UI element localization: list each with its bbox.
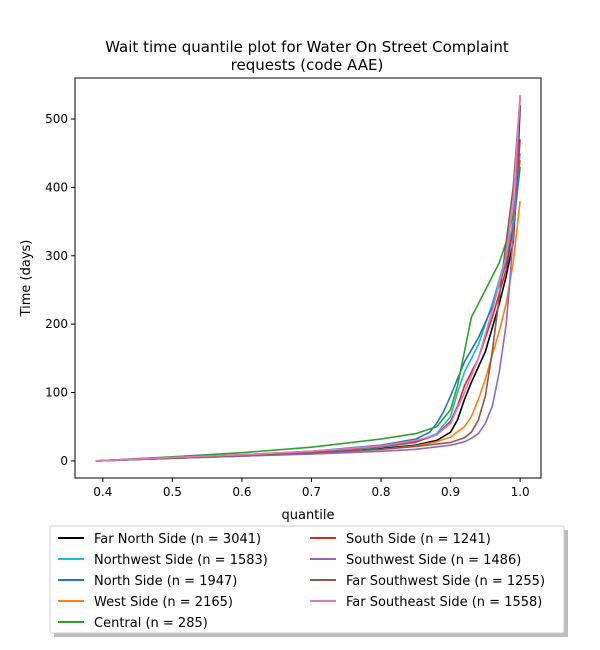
legend-label: South Side (n = 1241): [346, 532, 491, 547]
x-tick-label: 0.9: [441, 485, 460, 499]
y-axis-label: Time (days): [19, 240, 34, 318]
legend-label: Central (n = 285): [94, 616, 208, 631]
y-tick-label: 400: [45, 180, 68, 194]
legend-label: Northwest Side (n = 1583): [94, 553, 268, 568]
plot-lines: [95, 95, 521, 462]
y-tick-label: 500: [45, 112, 68, 126]
x-tick-label: 0.8: [371, 485, 390, 499]
legend-label: Far North Side (n = 3041): [94, 532, 261, 547]
series-line-6: [95, 95, 521, 462]
legend-label: Southwest Side (n = 1486): [346, 553, 521, 568]
x-tick-label: 0.6: [232, 485, 251, 499]
chart-title-line-2: requests (code AAE): [231, 56, 384, 74]
chart-title-line-1: Wait time quantile plot for Water On Str…: [105, 38, 509, 56]
legend-label: North Side (n = 1947): [94, 574, 237, 589]
legend-label: Far Southwest Side (n = 1255): [346, 574, 545, 589]
legend-label: West Side (n = 2165): [94, 595, 233, 610]
x-axis-ticks: 0.4 0.5 0.6 0.7 0.8 0.9 1.0: [93, 478, 530, 499]
y-tick-label: 200: [45, 317, 68, 331]
x-axis-label: quantile: [281, 508, 334, 523]
y-tick-label: 300: [45, 249, 68, 263]
y-tick-label: 100: [45, 386, 68, 400]
plot-frame: [74, 77, 542, 479]
x-tick-label: 1.0: [511, 485, 530, 499]
legend: Far North Side (n = 3041) Northwest Side …: [49, 525, 568, 637]
x-tick-label: 0.7: [302, 485, 321, 499]
x-tick-label: 0.5: [163, 485, 182, 499]
x-tick-label: 0.4: [93, 485, 112, 499]
y-axis-ticks: 0 100 200 300 400 500: [45, 112, 75, 468]
legend-box: [49, 525, 565, 634]
series-line-8: [95, 95, 521, 462]
legend-label: Far Southeast Side (n = 1558): [346, 595, 542, 610]
legend-items: Far North Side (n = 3041) Northwest Side …: [58, 532, 545, 631]
y-tick-label: 0: [60, 454, 68, 468]
series-line-4: [95, 159, 521, 462]
